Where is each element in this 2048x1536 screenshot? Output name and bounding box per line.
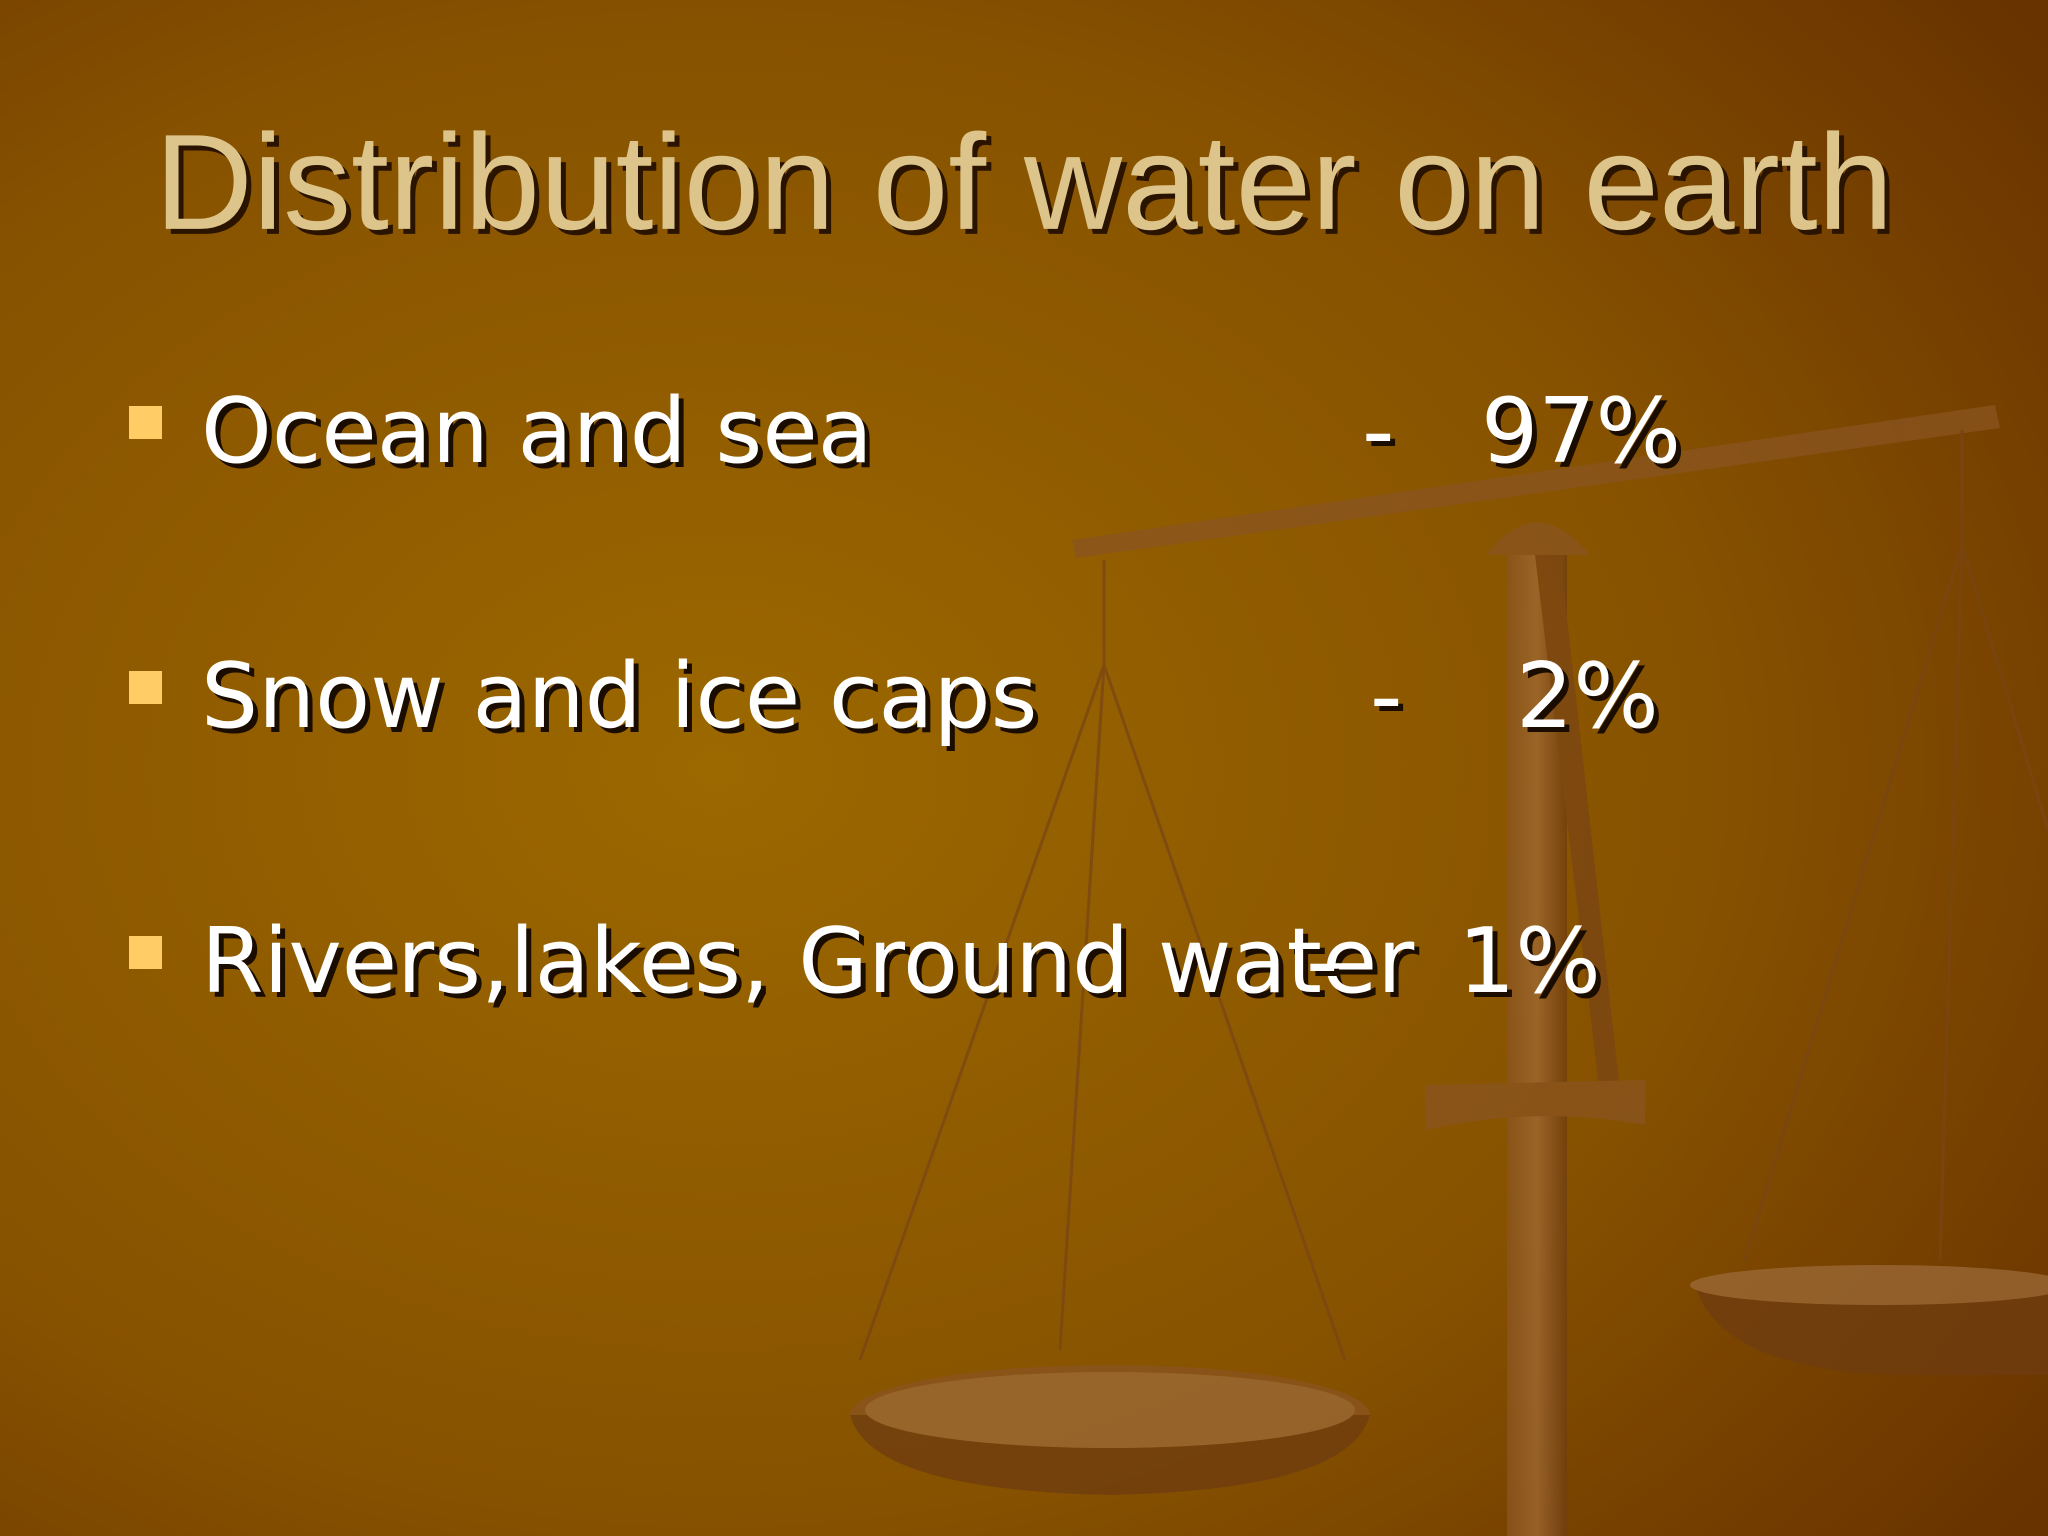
item-label: Snow and ice caps [201,644,1038,749]
item-value: 2% [1516,644,1659,749]
item-separator: - [1370,644,1402,749]
item-separator: - [1362,379,1394,484]
scale-illustration [850,405,2048,1536]
item-value: 1% [1458,909,1601,1014]
bullet [129,671,162,704]
slide-title: Distribution of water on earth [155,106,1894,258]
item-value: 97% [1481,379,1681,484]
bullet [129,406,162,439]
item-label: Rivers,lakes, Ground water [201,909,1414,1014]
bullet [129,936,162,969]
item-separator: - [1306,909,1338,1014]
item-label: Ocean and sea [201,379,873,484]
bullet-list: Ocean and sea - 97% Snow and ice caps - … [129,379,1681,1014]
